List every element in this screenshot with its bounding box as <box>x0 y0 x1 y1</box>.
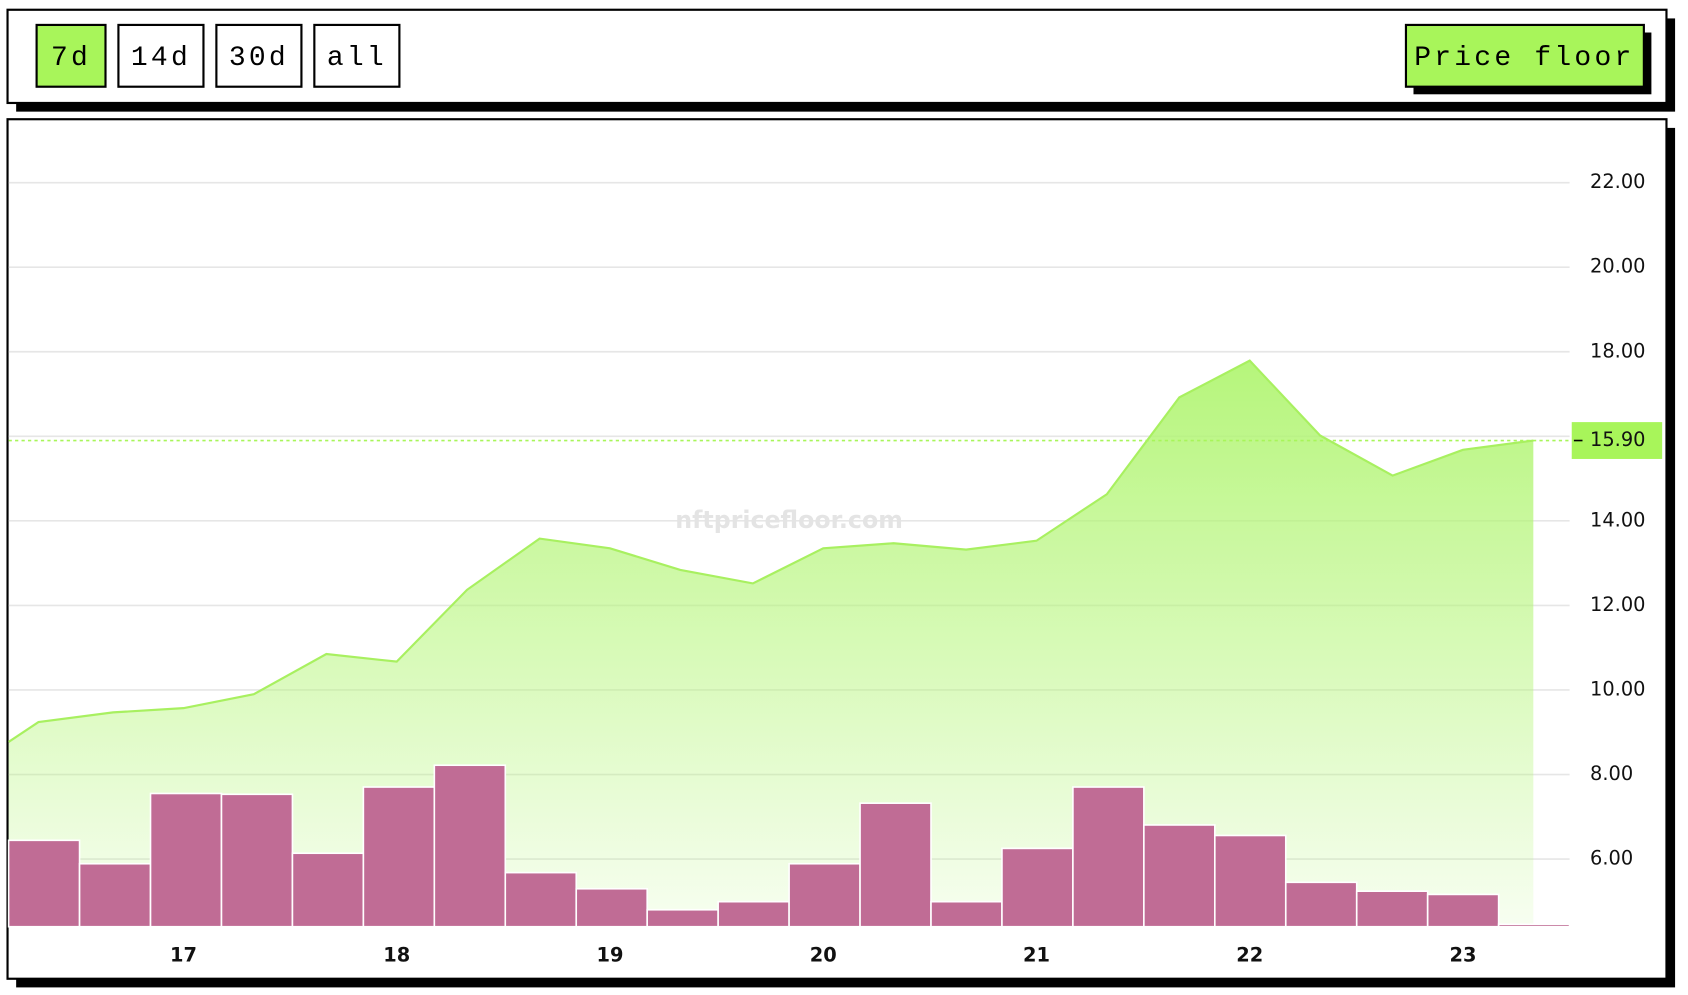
price-line <box>8 359 1534 743</box>
volume-bar <box>1355 890 1429 928</box>
volume-bar <box>1497 923 1571 928</box>
area-fill <box>8 360 1534 927</box>
button-label[interactable]: all <box>327 43 387 74</box>
last-price-badge <box>1571 422 1663 459</box>
volume-bar <box>291 852 365 928</box>
range-button[interactable]: 30d <box>215 23 303 88</box>
y-tick-label: 12.00 <box>1590 593 1645 616</box>
volume-bar <box>433 764 507 928</box>
x-tick-label: 18 <box>383 943 410 966</box>
volume-bar <box>859 802 932 928</box>
y-tick-label: 18.00 <box>1590 339 1645 362</box>
y-tick-label: 6.00 <box>1590 847 1633 870</box>
volume-bar <box>362 786 436 928</box>
toggle-label[interactable]: Price floor <box>1414 43 1634 74</box>
range-button[interactable]: all <box>313 23 401 88</box>
button-box[interactable] <box>117 23 205 88</box>
x-tick-label: 23 <box>1449 943 1476 966</box>
volume-bar <box>220 793 294 928</box>
volume-bar <box>1284 881 1358 928</box>
button-label[interactable]: 7d <box>51 43 91 74</box>
range-buttons: 7d 14d 30d all <box>35 23 401 88</box>
volume-bar <box>646 908 719 928</box>
button-box[interactable] <box>313 23 401 88</box>
volume-bar <box>504 871 578 928</box>
volume-bar <box>575 887 648 928</box>
price-floor-toggle[interactable]: Price floor <box>1404 23 1645 88</box>
chart: 6.008.0010.0012.0014.0016.0018.0020.0022… <box>7 170 1663 967</box>
volume-bar <box>149 792 223 928</box>
volume-bar <box>1214 834 1287 928</box>
x-tick-label: 21 <box>1023 943 1050 966</box>
volume-bar <box>1072 786 1145 928</box>
y-tick-label: 8.00 <box>1590 762 1633 785</box>
x-tick-label: 17 <box>170 943 197 966</box>
button-label[interactable]: 30d <box>229 43 289 74</box>
watermark: nftpricefloor.com <box>675 506 903 534</box>
range-button[interactable]: 14d <box>117 23 205 88</box>
toggle-box[interactable] <box>1404 23 1645 88</box>
volume-bar <box>1143 824 1216 928</box>
volume-bar <box>7 839 81 928</box>
volume-bar <box>930 900 1003 928</box>
volume-bar <box>788 862 861 928</box>
button-label[interactable]: 14d <box>131 43 191 74</box>
volume-bar <box>78 862 152 928</box>
x-tick-label: 20 <box>810 943 837 966</box>
x-tick-label: 22 <box>1236 943 1263 966</box>
y-tick-label: 22.00 <box>1590 170 1645 193</box>
y-tick-label: 20.00 <box>1590 255 1645 278</box>
x-tick-label: 19 <box>596 943 623 966</box>
last-price-label: 15.90 <box>1590 428 1645 451</box>
y-tick-label: 14.00 <box>1590 508 1645 531</box>
button-box[interactable] <box>35 23 107 88</box>
volume-bar <box>717 900 790 928</box>
y-tick-label: 10.00 <box>1590 677 1645 700</box>
button-box[interactable] <box>215 23 303 88</box>
volume-bar <box>1426 893 1500 928</box>
range-button[interactable]: 7d <box>35 23 107 88</box>
volume-bar <box>1001 847 1074 928</box>
